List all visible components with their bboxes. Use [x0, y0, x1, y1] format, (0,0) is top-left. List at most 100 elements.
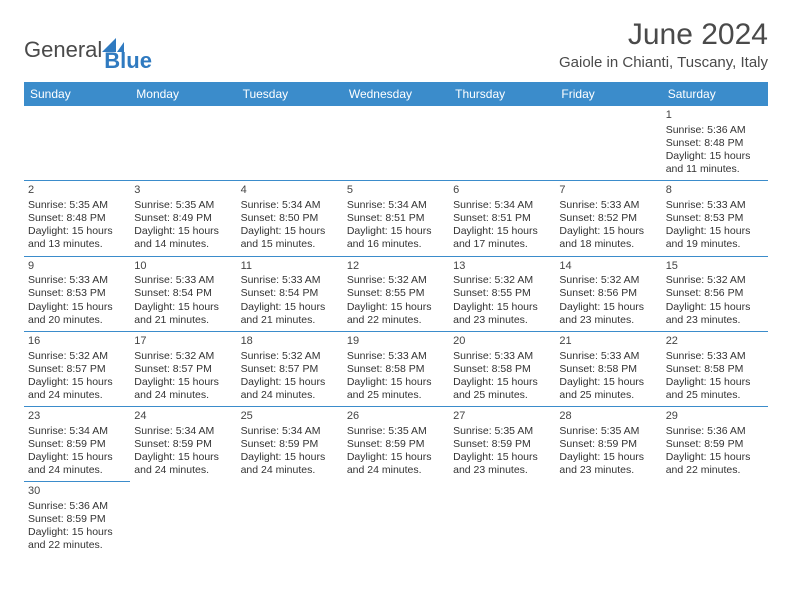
logo-text-general: General [24, 37, 102, 63]
daylight-text: Daylight: 15 hours and 21 minutes. [241, 301, 339, 327]
sunset-text: Sunset: 8:58 PM [666, 363, 764, 376]
calendar-cell: 30Sunrise: 5:36 AMSunset: 8:59 PMDayligh… [24, 482, 130, 557]
day-number: 21 [559, 335, 657, 349]
calendar-cell: 12Sunrise: 5:32 AMSunset: 8:55 PMDayligh… [343, 256, 449, 331]
sunset-text: Sunset: 8:59 PM [666, 438, 764, 451]
day-number: 3 [134, 184, 232, 198]
day-number: 18 [241, 335, 339, 349]
calendar-cell: 5Sunrise: 5:34 AMSunset: 8:51 PMDaylight… [343, 181, 449, 256]
daylight-text: Daylight: 15 hours and 23 minutes. [559, 301, 657, 327]
calendar-cell: 14Sunrise: 5:32 AMSunset: 8:56 PMDayligh… [555, 256, 661, 331]
sunrise-text: Sunrise: 5:32 AM [28, 350, 126, 363]
day-number: 24 [134, 410, 232, 424]
sunset-text: Sunset: 8:52 PM [559, 212, 657, 225]
calendar-cell: 3Sunrise: 5:35 AMSunset: 8:49 PMDaylight… [130, 181, 236, 256]
month-title: June 2024 [559, 18, 768, 52]
daylight-text: Daylight: 15 hours and 11 minutes. [666, 150, 764, 176]
day-number: 22 [666, 335, 764, 349]
calendar-cell: 16Sunrise: 5:32 AMSunset: 8:57 PMDayligh… [24, 331, 130, 406]
day-number: 19 [347, 335, 445, 349]
day-number: 9 [28, 260, 126, 274]
calendar-cell [237, 482, 343, 557]
sunrise-text: Sunrise: 5:33 AM [347, 350, 445, 363]
daylight-text: Daylight: 15 hours and 25 minutes. [666, 376, 764, 402]
calendar-cell [130, 482, 236, 557]
calendar-cell: 11Sunrise: 5:33 AMSunset: 8:54 PMDayligh… [237, 256, 343, 331]
day-header: Saturday [662, 82, 768, 106]
sunrise-text: Sunrise: 5:33 AM [241, 274, 339, 287]
day-number: 1 [666, 109, 764, 123]
calendar-cell [555, 106, 661, 181]
sunrise-text: Sunrise: 5:33 AM [28, 274, 126, 287]
calendar-cell: 13Sunrise: 5:32 AMSunset: 8:55 PMDayligh… [449, 256, 555, 331]
sunset-text: Sunset: 8:59 PM [134, 438, 232, 451]
daylight-text: Daylight: 15 hours and 24 minutes. [134, 451, 232, 477]
day-number: 7 [559, 184, 657, 198]
day-number: 2 [28, 184, 126, 198]
sunset-text: Sunset: 8:59 PM [347, 438, 445, 451]
day-number: 16 [28, 335, 126, 349]
calendar-cell: 2Sunrise: 5:35 AMSunset: 8:48 PMDaylight… [24, 181, 130, 256]
sunrise-text: Sunrise: 5:34 AM [134, 425, 232, 438]
day-number: 12 [347, 260, 445, 274]
calendar-week: 16Sunrise: 5:32 AMSunset: 8:57 PMDayligh… [24, 331, 768, 406]
sunrise-text: Sunrise: 5:35 AM [347, 425, 445, 438]
sunrise-text: Sunrise: 5:32 AM [666, 274, 764, 287]
day-header: Tuesday [237, 82, 343, 106]
sunrise-text: Sunrise: 5:34 AM [241, 199, 339, 212]
day-number: 26 [347, 410, 445, 424]
day-number: 10 [134, 260, 232, 274]
calendar-cell [343, 106, 449, 181]
day-number: 15 [666, 260, 764, 274]
calendar-cell [449, 106, 555, 181]
sunrise-text: Sunrise: 5:34 AM [347, 199, 445, 212]
daylight-text: Daylight: 15 hours and 23 minutes. [453, 301, 551, 327]
day-header: Sunday [24, 82, 130, 106]
sunrise-text: Sunrise: 5:32 AM [134, 350, 232, 363]
sunset-text: Sunset: 8:59 PM [28, 513, 126, 526]
sunset-text: Sunset: 8:53 PM [666, 212, 764, 225]
calendar-cell: 21Sunrise: 5:33 AMSunset: 8:58 PMDayligh… [555, 331, 661, 406]
sunrise-text: Sunrise: 5:36 AM [666, 425, 764, 438]
calendar-cell: 20Sunrise: 5:33 AMSunset: 8:58 PMDayligh… [449, 331, 555, 406]
sunrise-text: Sunrise: 5:32 AM [241, 350, 339, 363]
sunrise-text: Sunrise: 5:33 AM [559, 350, 657, 363]
logo: General Blue [24, 26, 152, 74]
calendar-cell [343, 482, 449, 557]
calendar-cell: 4Sunrise: 5:34 AMSunset: 8:50 PMDaylight… [237, 181, 343, 256]
calendar-cell: 25Sunrise: 5:34 AMSunset: 8:59 PMDayligh… [237, 407, 343, 482]
calendar-cell: 22Sunrise: 5:33 AMSunset: 8:58 PMDayligh… [662, 331, 768, 406]
day-header: Monday [130, 82, 236, 106]
daylight-text: Daylight: 15 hours and 24 minutes. [28, 376, 126, 402]
calendar-cell: 27Sunrise: 5:35 AMSunset: 8:59 PMDayligh… [449, 407, 555, 482]
sunrise-text: Sunrise: 5:35 AM [134, 199, 232, 212]
sunrise-text: Sunrise: 5:35 AM [28, 199, 126, 212]
calendar-cell [237, 106, 343, 181]
day-header: Friday [555, 82, 661, 106]
daylight-text: Daylight: 15 hours and 21 minutes. [134, 301, 232, 327]
day-header: Thursday [449, 82, 555, 106]
sunrise-text: Sunrise: 5:33 AM [134, 274, 232, 287]
location: Gaiole in Chianti, Tuscany, Italy [559, 54, 768, 71]
daylight-text: Daylight: 15 hours and 23 minutes. [666, 301, 764, 327]
daylight-text: Daylight: 15 hours and 16 minutes. [347, 225, 445, 251]
calendar-cell: 24Sunrise: 5:34 AMSunset: 8:59 PMDayligh… [130, 407, 236, 482]
sunset-text: Sunset: 8:51 PM [347, 212, 445, 225]
daylight-text: Daylight: 15 hours and 25 minutes. [559, 376, 657, 402]
calendar-cell: 29Sunrise: 5:36 AMSunset: 8:59 PMDayligh… [662, 407, 768, 482]
daylight-text: Daylight: 15 hours and 23 minutes. [453, 451, 551, 477]
sunset-text: Sunset: 8:58 PM [347, 363, 445, 376]
calendar-cell: 1Sunrise: 5:36 AMSunset: 8:48 PMDaylight… [662, 106, 768, 181]
sunset-text: Sunset: 8:59 PM [241, 438, 339, 451]
logo-text-blue: Blue [104, 48, 152, 74]
calendar-cell: 19Sunrise: 5:33 AMSunset: 8:58 PMDayligh… [343, 331, 449, 406]
sunset-text: Sunset: 8:50 PM [241, 212, 339, 225]
calendar-cell: 7Sunrise: 5:33 AMSunset: 8:52 PMDaylight… [555, 181, 661, 256]
sunrise-text: Sunrise: 5:34 AM [241, 425, 339, 438]
calendar-week: 9Sunrise: 5:33 AMSunset: 8:53 PMDaylight… [24, 256, 768, 331]
sunset-text: Sunset: 8:51 PM [453, 212, 551, 225]
daylight-text: Daylight: 15 hours and 19 minutes. [666, 225, 764, 251]
calendar-cell: 18Sunrise: 5:32 AMSunset: 8:57 PMDayligh… [237, 331, 343, 406]
day-number: 13 [453, 260, 551, 274]
sunset-text: Sunset: 8:54 PM [134, 287, 232, 300]
